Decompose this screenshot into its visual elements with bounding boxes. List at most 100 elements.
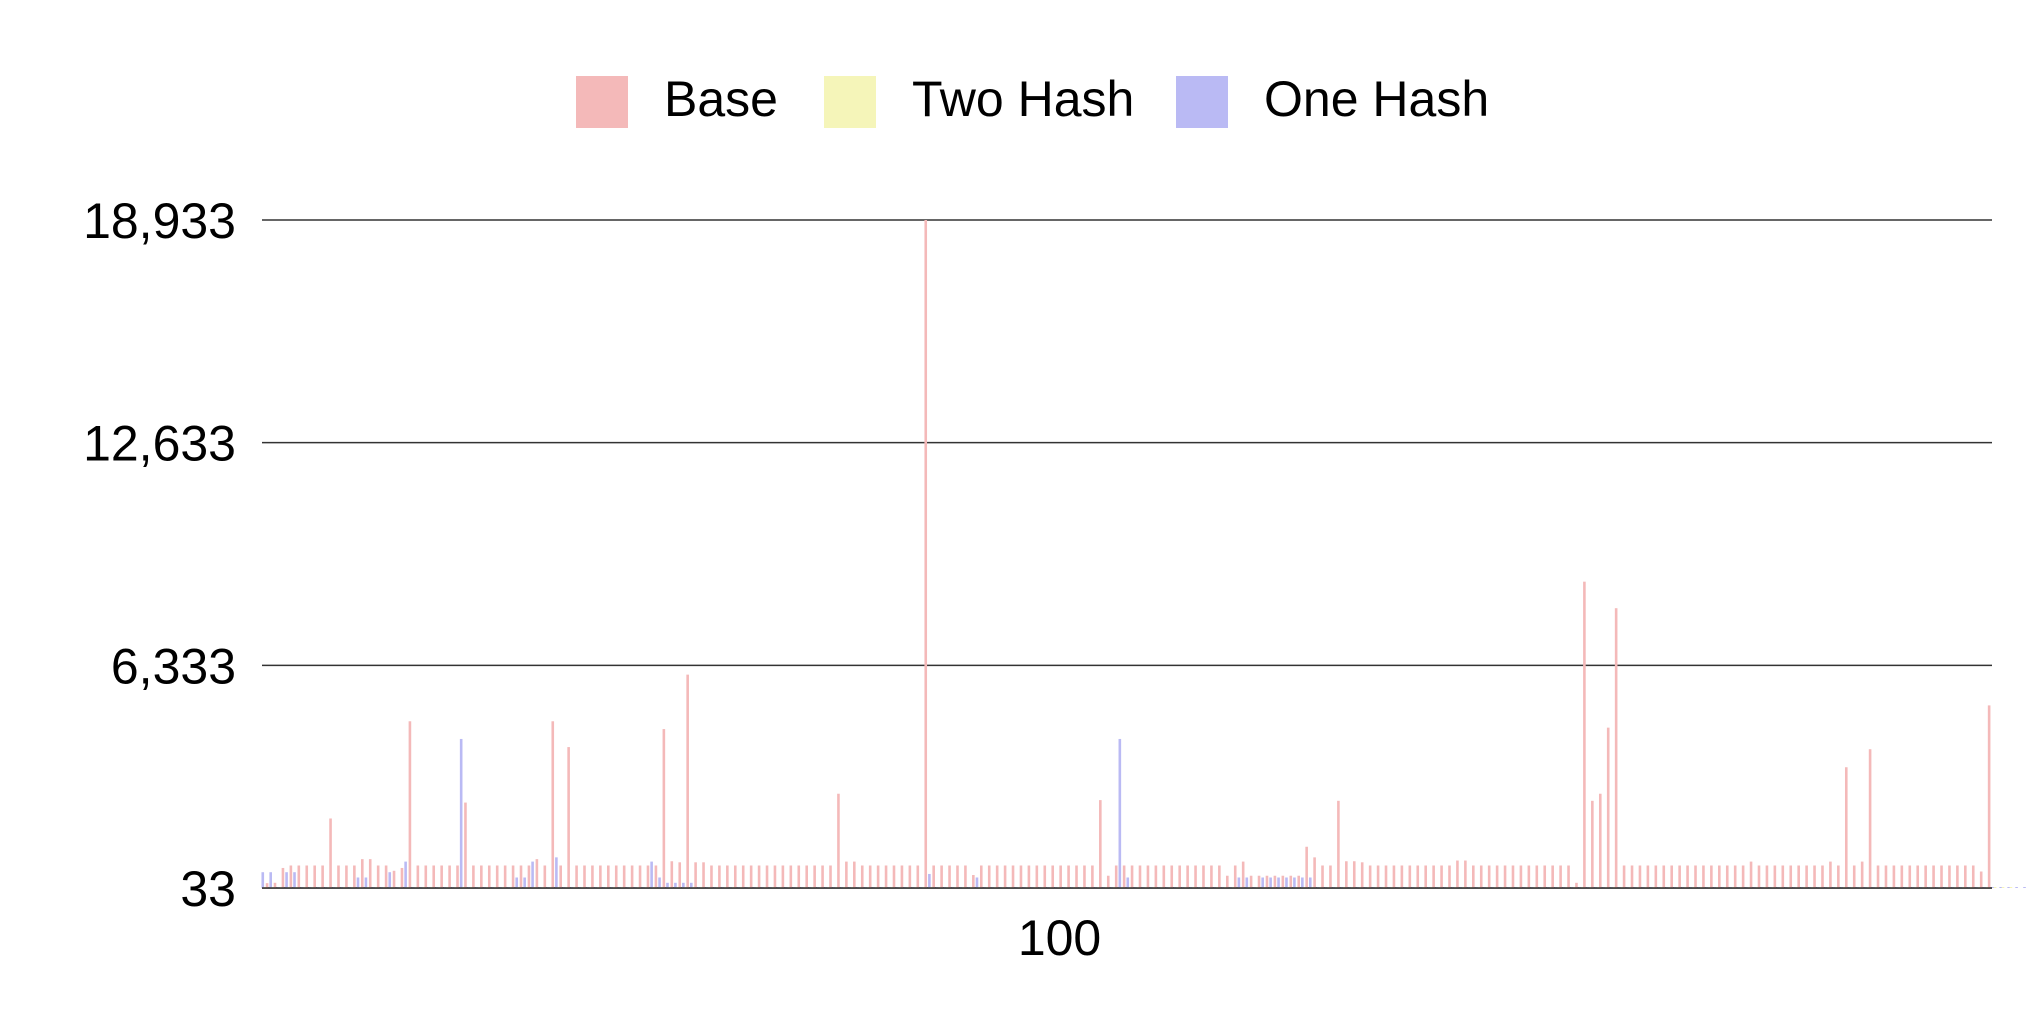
bar xyxy=(1479,865,1483,888)
bar xyxy=(1646,865,1650,888)
bar xyxy=(876,865,880,888)
legend-label-two-hash: Two Hash xyxy=(912,71,1134,127)
bar xyxy=(1710,865,1713,888)
bar xyxy=(1308,877,1312,888)
bar xyxy=(1011,865,1015,888)
bar xyxy=(1106,875,1110,888)
bar xyxy=(1829,861,1832,888)
bar xyxy=(1162,865,1166,888)
bar xyxy=(1464,860,1467,888)
bar xyxy=(1392,865,1396,888)
bar xyxy=(1126,877,1130,888)
bar xyxy=(682,882,685,888)
bar xyxy=(527,865,531,888)
bar xyxy=(440,865,443,888)
bar xyxy=(1091,865,1094,888)
bar xyxy=(531,861,534,888)
bar xyxy=(686,674,689,888)
x-tick-label: 100 xyxy=(1018,910,1101,966)
bar xyxy=(265,883,269,888)
bar xyxy=(928,873,931,888)
bar xyxy=(1194,865,1197,888)
bar xyxy=(1035,865,1039,888)
bar xyxy=(662,729,666,888)
bar xyxy=(285,872,288,888)
bar xyxy=(456,865,459,888)
bar xyxy=(702,862,705,888)
bar xyxy=(1940,865,1943,888)
bar xyxy=(630,865,634,888)
bar xyxy=(1725,865,1729,888)
bar xyxy=(293,872,296,888)
bar xyxy=(821,865,824,888)
bar xyxy=(1130,865,1134,888)
bar xyxy=(567,747,570,888)
bar xyxy=(543,865,547,888)
bar xyxy=(551,721,555,888)
legend-swatch-base xyxy=(576,76,628,128)
bar xyxy=(916,865,920,888)
bar xyxy=(1821,865,1824,888)
bar xyxy=(261,872,265,888)
bar xyxy=(1337,800,1340,888)
bar xyxy=(813,865,816,888)
bar xyxy=(690,882,693,888)
bar xyxy=(345,865,348,888)
bar xyxy=(670,861,674,888)
bar xyxy=(1813,865,1816,888)
bar xyxy=(1202,865,1205,888)
bar xyxy=(1876,865,1880,888)
bar xyxy=(805,865,809,888)
bar xyxy=(1261,877,1264,888)
legend-swatch-two-hash xyxy=(824,76,876,128)
bar xyxy=(1503,865,1507,888)
bar xyxy=(1178,865,1181,888)
bar xyxy=(535,859,539,888)
x-axis: 100 xyxy=(262,887,1992,966)
bar xyxy=(884,865,888,888)
bar xyxy=(932,865,935,888)
bar xyxy=(1170,865,1174,888)
bar xyxy=(829,865,832,888)
bar xyxy=(638,865,642,888)
bar xyxy=(1495,865,1499,888)
bar xyxy=(364,877,368,888)
bar xyxy=(1559,865,1562,888)
series-base xyxy=(265,220,1991,888)
bar xyxy=(487,865,491,888)
bar xyxy=(1630,865,1634,888)
bar xyxy=(1186,865,1189,888)
bar xyxy=(757,865,761,888)
bar xyxy=(1432,865,1435,888)
bar xyxy=(1511,865,1515,888)
bar xyxy=(1797,865,1800,888)
bar xyxy=(297,865,301,888)
bar xyxy=(654,865,658,888)
bar xyxy=(1487,865,1491,888)
bar xyxy=(733,865,737,888)
bar xyxy=(1225,875,1229,888)
bar xyxy=(1051,865,1055,888)
bar xyxy=(1908,865,1912,888)
bar xyxy=(1765,865,1769,888)
bar xyxy=(1083,865,1086,888)
bar xyxy=(860,865,864,888)
bar xyxy=(329,818,332,888)
bar xyxy=(313,865,316,888)
bar xyxy=(1027,865,1031,888)
bar xyxy=(964,865,967,888)
bar xyxy=(583,865,586,888)
bar xyxy=(1575,882,1578,888)
bar xyxy=(797,865,801,888)
bar xyxy=(1154,865,1158,888)
bar xyxy=(1237,877,1241,888)
bar xyxy=(1059,865,1062,888)
bar xyxy=(1932,865,1935,888)
bar xyxy=(1114,865,1118,888)
bar xyxy=(1999,887,2003,888)
bar xyxy=(1805,865,1808,888)
bar xyxy=(305,865,309,888)
bar xyxy=(424,865,428,888)
bar xyxy=(845,861,848,888)
